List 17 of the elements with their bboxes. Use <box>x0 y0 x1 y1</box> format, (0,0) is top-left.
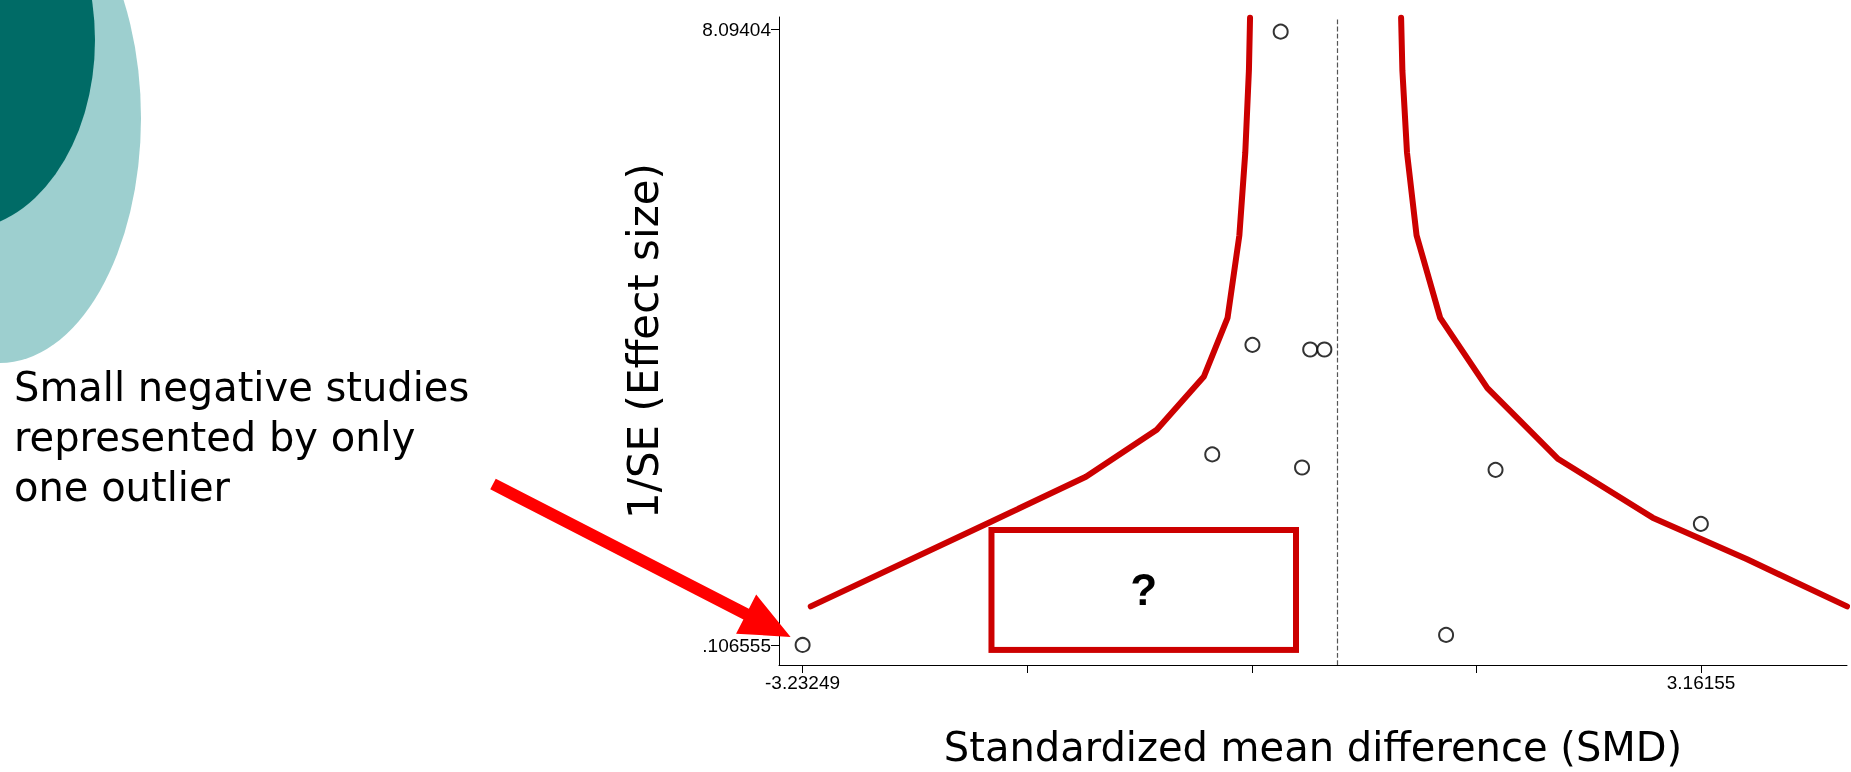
point <box>794 636 811 653</box>
x-tick-label: 3.16155 <box>1666 672 1736 693</box>
y-tick-label: 8.09404 <box>702 18 772 40</box>
text: Small negative studies represented by only one outlier <box>14 363 471 512</box>
point <box>1294 459 1311 476</box>
point <box>1487 461 1504 478</box>
point <box>1438 626 1455 643</box>
x-axis-title: Standardized mean difference (SMD) <box>943 724 1683 770</box>
point <box>1316 341 1333 358</box>
point <box>1692 515 1709 532</box>
point <box>1302 341 1319 358</box>
point <box>1204 446 1221 463</box>
y-tick-label: .106555 <box>702 634 771 656</box>
y-axis-title: 1/SE (Effect size) <box>618 163 668 519</box>
point <box>1272 23 1289 40</box>
x-tick-label: -3.23249 <box>765 672 841 693</box>
point <box>1244 336 1261 353</box>
